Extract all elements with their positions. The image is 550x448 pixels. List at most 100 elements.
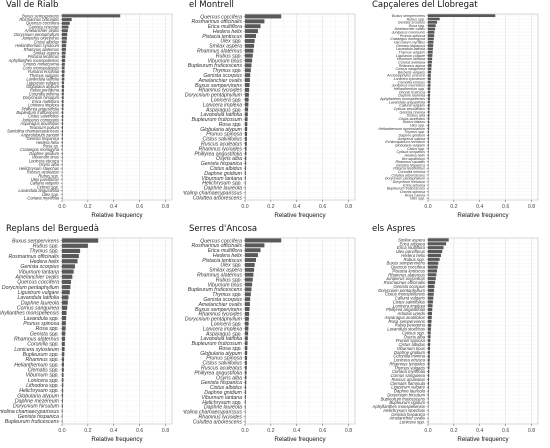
category-label: Helichrysum spp. xyxy=(19,388,59,394)
bar xyxy=(428,389,429,393)
bar xyxy=(428,242,447,246)
category-label: Daphne laureola xyxy=(204,405,242,411)
bar xyxy=(428,150,429,154)
chart-panel-5: Serres d'Ancosa Quercus coccifera Rosmarin… xyxy=(183,224,366,448)
bar xyxy=(62,326,66,331)
bar xyxy=(245,253,258,258)
category-label: Smilax aspera xyxy=(209,44,242,50)
category-label: Cistus albidus xyxy=(210,166,243,172)
bar xyxy=(428,335,431,339)
category-label: Amelanchier ovalis xyxy=(393,27,425,31)
category-label: Santolina chamaecyparissus xyxy=(0,409,59,415)
category-label: Amelanchier ovalis xyxy=(197,78,242,84)
x-tick-label: 0.6 xyxy=(319,428,326,434)
category-label: Bupleurum fruticescens xyxy=(16,110,59,115)
category-label: Globularia vulgaris xyxy=(395,143,425,147)
bar xyxy=(62,36,67,40)
x-tick-label: 0.2 xyxy=(450,428,457,434)
bar xyxy=(428,147,429,150)
bar xyxy=(428,366,430,370)
category-label: Rhamnus alpina xyxy=(399,64,425,68)
category-label: Lavandula angustifolia xyxy=(389,100,425,104)
bar xyxy=(62,393,64,398)
category-label: Rubia peregrina xyxy=(30,88,60,93)
category-label: Erica multiflora xyxy=(397,245,426,250)
category-label: Juniperus oxycedrus xyxy=(385,276,426,281)
category-label: Ononis spinosa xyxy=(400,190,425,194)
category-label: Prunus spinosa xyxy=(206,132,242,138)
plot-area xyxy=(61,237,173,425)
category-label: Arctostaphylos uva-ursi xyxy=(386,74,425,78)
bar xyxy=(62,29,68,33)
bar xyxy=(62,388,64,393)
category-label: Coronilla minima xyxy=(398,170,425,174)
category-label: Fumana ericifolia xyxy=(28,69,60,74)
category-label: Coriaria myrtifolia xyxy=(27,196,59,201)
category-label: Lavandula angustifolia xyxy=(18,188,59,193)
x-tick-label: 0.8 xyxy=(345,204,352,210)
category-label: Rhamnus lycioides xyxy=(198,88,242,94)
x-tick-label: 0.8 xyxy=(162,204,169,210)
category-label: Ruscus aculeatus xyxy=(391,377,425,382)
chart-panel-4: Replans del Berguedà Buxus sempervirens Ru… xyxy=(0,224,183,448)
x-tick-label: 0.6 xyxy=(136,428,143,434)
bar xyxy=(62,315,67,321)
bar xyxy=(245,107,249,112)
bar xyxy=(62,58,66,63)
category-label: Bupleurum fruticescens xyxy=(5,419,60,425)
category-label: Prunus spinosa xyxy=(400,34,425,38)
bar xyxy=(62,118,64,122)
category-label: Amelanchier ovalis xyxy=(24,28,59,33)
bar xyxy=(428,331,431,335)
category-label: Cistus spp. xyxy=(407,147,425,151)
category-label: Ligustrum vulgare xyxy=(27,80,60,85)
bar xyxy=(428,34,435,37)
bar xyxy=(245,102,249,107)
category-label: Buxus sempervirens xyxy=(386,261,425,266)
bar xyxy=(62,336,66,341)
bar xyxy=(428,47,433,51)
category-label: Buxus sempervirens xyxy=(22,13,59,18)
category-label: Rhamnus alaternus xyxy=(14,337,59,343)
bar xyxy=(62,18,72,22)
category-label: Viburnum lantana xyxy=(201,176,242,182)
bar xyxy=(428,20,438,24)
category-label: Echinospartum horridum xyxy=(385,140,425,144)
bar xyxy=(428,408,429,413)
bar xyxy=(245,141,247,146)
category-label: Bupleurum fruticosum xyxy=(192,341,243,347)
category-label: Rubus idaeus xyxy=(403,120,425,124)
bar xyxy=(245,351,248,356)
category-label: Pistacia lentiscus xyxy=(202,258,242,264)
category-label: Lonicera xylosteum xyxy=(14,347,59,353)
bar xyxy=(428,80,431,84)
category-label: Corylus avellana xyxy=(398,60,425,64)
bar xyxy=(428,14,496,18)
bar xyxy=(428,117,430,120)
bar xyxy=(428,127,430,130)
category-label: Daphne gnidium xyxy=(29,151,59,156)
bar xyxy=(428,163,429,167)
bar xyxy=(245,122,248,127)
x-tick-label: 0.4 xyxy=(476,204,483,210)
category-label: Coronilla emerus xyxy=(397,80,425,84)
category-label: Viburnum lantana xyxy=(397,57,425,61)
bar xyxy=(245,136,247,141)
bar xyxy=(62,107,64,111)
category-label: Quercus coccifera xyxy=(391,265,426,270)
bar xyxy=(428,50,433,54)
bar xyxy=(245,277,253,282)
bar xyxy=(62,408,63,414)
category-label: Lithodora spp. xyxy=(26,383,59,389)
category-label: Cistus salviifolius xyxy=(203,137,243,143)
x-tick-label: 0.2 xyxy=(267,204,274,210)
bar xyxy=(62,383,64,388)
bar xyxy=(428,253,441,258)
bar xyxy=(245,243,265,248)
bar xyxy=(245,262,255,267)
category-label: Cistus laurifolius xyxy=(398,117,425,121)
bar xyxy=(428,373,430,378)
bar xyxy=(245,395,246,400)
category-label: Erica multiflora xyxy=(208,24,242,30)
